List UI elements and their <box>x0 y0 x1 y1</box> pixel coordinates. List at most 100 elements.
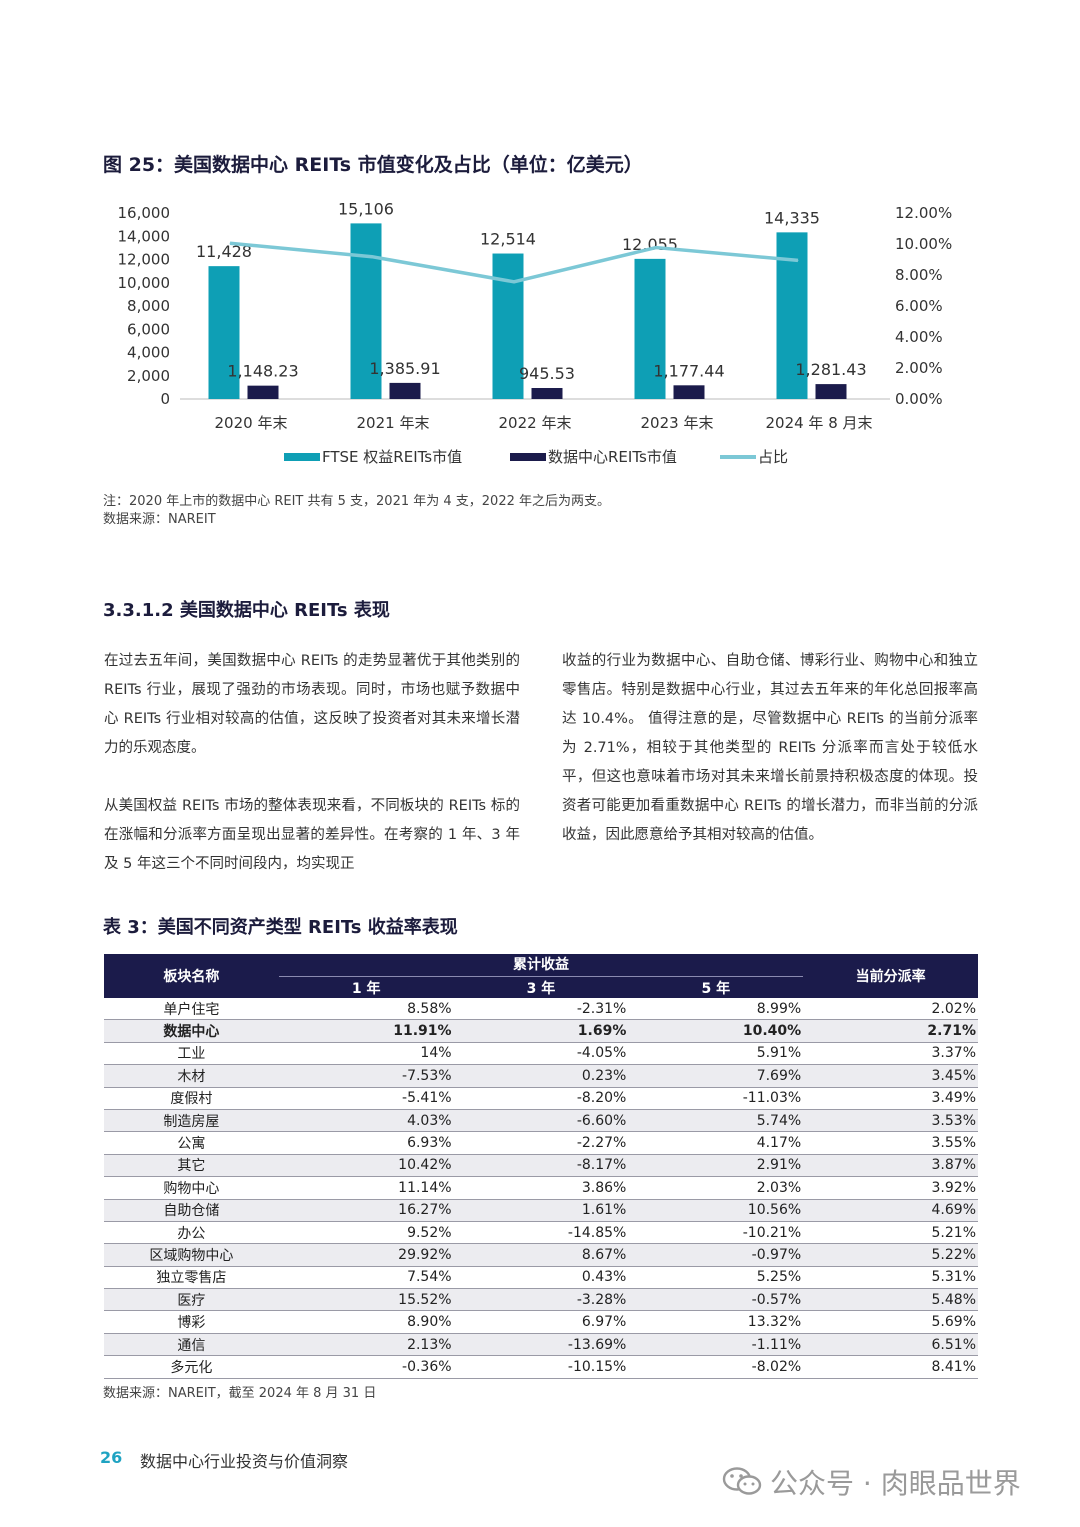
returns-table: 板块名称 累计收益 当前分派率 1 年 3 年 5 年 单户住宅 8.58% -2.… <box>104 954 978 1379</box>
y-right-tick-label: 0.00% <box>895 390 943 408</box>
cell-3y: -2.27% <box>453 1131 629 1155</box>
bar-ftse-label: 14,335 <box>764 208 820 227</box>
row-name: 购物中心 <box>104 1176 279 1200</box>
cell-yield: 6.51% <box>803 1333 978 1357</box>
y-right-tick-label: 10.00% <box>895 235 952 253</box>
bar-datacenter-label: 945.53 <box>519 364 575 383</box>
cell-3y: -6.60% <box>453 1109 629 1133</box>
bar-ftse <box>634 258 666 399</box>
cell-1y: 2.13% <box>278 1333 454 1357</box>
cell-1y: 14% <box>278 1042 454 1066</box>
cell-3y: 3.86% <box>453 1176 629 1200</box>
bar-ftse <box>350 223 382 399</box>
cell-3y: -13.69% <box>453 1333 629 1357</box>
table-row: 自助仓储 16.27% 1.61% 10.56% 4.69% <box>104 1199 978 1222</box>
header-divider <box>278 976 804 977</box>
table-row: 工业 14% -4.05% 5.91% 3.37% <box>104 1042 978 1066</box>
header-group: 累计收益 <box>278 954 804 977</box>
cell-5y: 5.74% <box>628 1109 804 1133</box>
cell-3y: 0.43% <box>453 1266 629 1290</box>
cell-3y: 1.61% <box>453 1199 629 1222</box>
cell-yield: 3.53% <box>803 1109 978 1133</box>
table-row: 公寓 6.93% -2.27% 4.17% 3.55% <box>104 1131 978 1155</box>
bar-datacenter <box>531 388 563 399</box>
page-number: 26 <box>100 1448 123 1467</box>
table-title: 表 3：美国不同资产类型 REITs 收益率表现 <box>103 917 458 938</box>
cell-yield: 4.69% <box>803 1199 978 1222</box>
bar-datacenter-label: 1,281.43 <box>795 360 866 379</box>
section-title: 3.3.1.2 美国数据中心 REITs 表现 <box>103 600 390 621</box>
wechat-icon <box>722 1467 762 1495</box>
y-right-tick-label: 6.00% <box>895 297 943 315</box>
figure-note: 注：2020 年上市的数据中心 REIT 共有 5 支，2021 年为 4 支，… <box>103 494 611 509</box>
y-right-tick-label: 12.00% <box>895 204 952 222</box>
y-right-tick-label: 4.00% <box>895 328 943 346</box>
legend-label: 占比 <box>758 448 788 466</box>
y-left-tick-label: 10,000 <box>118 274 171 292</box>
cell-5y: 8.99% <box>628 998 804 1021</box>
footer-title: 数据中心行业投资与价值洞察 <box>140 1452 349 1471</box>
cell-1y: 7.54% <box>278 1266 454 1290</box>
cell-1y: -7.53% <box>278 1064 454 1088</box>
cell-3y: -14.85% <box>453 1221 629 1245</box>
cell-3y: 6.97% <box>453 1310 629 1334</box>
table-source: 数据来源：NAREIT，截至 2024 年 8 月 31 日 <box>103 1386 377 1401</box>
table-row: 购物中心 11.14% 3.86% 2.03% 3.92% <box>104 1176 978 1200</box>
line-ratio-point <box>229 242 231 244</box>
cell-3y: 0.23% <box>453 1064 629 1088</box>
row-name: 工业 <box>104 1042 279 1066</box>
cell-5y: -1.11% <box>628 1333 804 1357</box>
row-name: 办公 <box>104 1221 279 1245</box>
cell-3y: -2.31% <box>453 998 629 1021</box>
cell-1y: 8.90% <box>278 1310 454 1334</box>
bar-ftse-label: 15,106 <box>338 199 394 218</box>
cell-yield: 8.41% <box>803 1355 978 1379</box>
cell-yield: 2.02% <box>803 998 978 1021</box>
cell-5y: 5.91% <box>628 1042 804 1066</box>
cell-5y: 13.32% <box>628 1310 804 1334</box>
watermark-text: 公众号 · 肉眼品世界 <box>770 1467 1021 1500</box>
cell-yield: 5.21% <box>803 1221 978 1245</box>
line-ratio-point <box>655 247 657 249</box>
paragraph: 收益的行业为数据中心、自助仓储、博彩行业、购物中心和独立零售店。特别是数据中心行… <box>562 653 978 843</box>
x-tick-label: 2023 年末 <box>641 414 714 432</box>
row-name: 度假村 <box>104 1087 279 1110</box>
cell-1y: 6.93% <box>278 1131 454 1155</box>
cell-3y: -4.05% <box>453 1042 629 1066</box>
table-row: 办公 9.52% -14.85% -10.21% 5.21% <box>104 1221 978 1245</box>
cell-yield: 3.45% <box>803 1064 978 1088</box>
y-left-tick-label: 4,000 <box>127 344 170 362</box>
cell-3y: -3.28% <box>453 1288 629 1312</box>
row-name: 博彩 <box>104 1310 279 1334</box>
bar-datacenter-label: 1,385.91 <box>369 359 440 378</box>
header-yield: 当前分派率 <box>803 954 978 998</box>
figure-source: 数据来源：NAREIT <box>103 512 216 527</box>
row-name: 木材 <box>104 1064 279 1088</box>
cell-5y: -0.57% <box>628 1288 804 1312</box>
row-name: 单户住宅 <box>104 998 279 1021</box>
y-left-tick-label: 12,000 <box>118 251 171 269</box>
cell-3y: 8.67% <box>453 1243 629 1267</box>
y-left-tick-label: 0 <box>160 390 170 408</box>
table-row: 制造房屋 4.03% -6.60% 5.74% 3.53% <box>104 1109 978 1133</box>
cell-3y: -10.15% <box>453 1355 629 1379</box>
bar-ftse-label: 12,514 <box>480 230 536 249</box>
cell-yield: 3.49% <box>803 1087 978 1110</box>
cell-1y: -5.41% <box>278 1087 454 1110</box>
bar-ftse-label: 12,055 <box>622 235 678 254</box>
table-row: 通信 2.13% -13.69% -1.11% 6.51% <box>104 1333 978 1357</box>
table-body: 单户住宅 8.58% -2.31% 8.99% 2.02% 数据中心 11.91% 1.69%… <box>104 998 978 1379</box>
cell-5y: 7.69% <box>628 1064 804 1088</box>
header-5y: 5 年 <box>628 977 804 998</box>
table-row: 度假村 -5.41% -8.20% -11.03% 3.49% <box>104 1087 978 1110</box>
cell-yield: 3.37% <box>803 1042 978 1066</box>
cell-5y: -0.97% <box>628 1243 804 1267</box>
cell-1y: 9.52% <box>278 1221 454 1245</box>
line-ratio-point <box>371 256 373 258</box>
right-column: 收益的行业为数据中心、自助仓储、博彩行业、购物中心和独立零售店。特别是数据中心行… <box>562 647 978 850</box>
bar-ftse <box>208 266 240 399</box>
line-ratio-point <box>513 281 515 283</box>
cell-3y: -8.20% <box>453 1087 629 1110</box>
y-left-tick-label: 8,000 <box>127 297 170 315</box>
header-3y: 3 年 <box>453 977 629 998</box>
